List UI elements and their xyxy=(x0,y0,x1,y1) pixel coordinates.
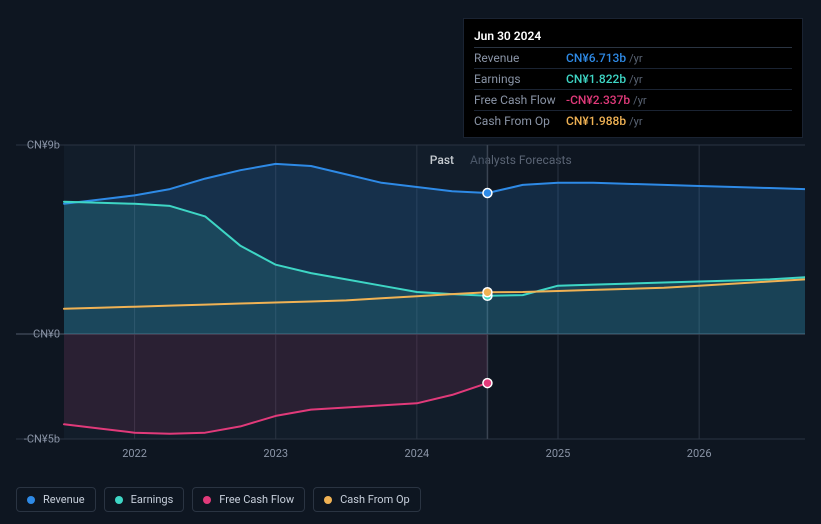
y-axis-tick-label: -CN¥5b xyxy=(24,433,60,446)
tooltip-row: Free Cash Flow-CN¥2.337b/yr xyxy=(474,90,792,111)
tooltip-metric-unit: /yr xyxy=(629,73,642,86)
x-axis-tick-label: 2024 xyxy=(404,447,429,460)
legend-label: Free Cash Flow xyxy=(219,493,294,506)
tooltip-metric-value: CN¥1.988b xyxy=(566,114,626,128)
tooltip-row: Cash From OpCN¥1.988b/yr xyxy=(474,111,792,131)
legend-dot-icon xyxy=(27,496,35,504)
tooltip-date: Jun 30 2024 xyxy=(474,25,792,48)
tooltip-metric-label: Free Cash Flow xyxy=(474,93,566,107)
financials-chart: Past Analysts Forecasts CN¥9bCN¥0-CN¥5b … xyxy=(16,125,805,469)
legend-item-free-cash-flow[interactable]: Free Cash Flow xyxy=(192,487,305,512)
tooltip-metric-unit: /yr xyxy=(629,115,642,128)
tooltip-metric-label: Earnings xyxy=(474,72,566,86)
chart-tooltip: Jun 30 2024 RevenueCN¥6.713b/yrEarningsC… xyxy=(463,18,803,138)
tooltip-metric-value: CN¥1.822b xyxy=(566,72,626,86)
tooltip-metric-label: Revenue xyxy=(474,51,566,65)
tooltip-metric-unit: /yr xyxy=(629,52,642,65)
y-axis-tick-label: CN¥9b xyxy=(27,139,60,152)
x-axis-tick-label: 2023 xyxy=(263,447,288,460)
tooltip-metric-label: Cash From Op xyxy=(474,114,566,128)
tooltip-metric-unit: /yr xyxy=(633,94,646,107)
tooltip-row: EarningsCN¥1.822b/yr xyxy=(474,69,792,90)
tooltip-row: RevenueCN¥6.713b/yr xyxy=(474,48,792,69)
y-axis-tick-label: CN¥0 xyxy=(33,328,60,341)
legend-label: Cash From Op xyxy=(340,493,410,506)
legend-label: Revenue xyxy=(43,493,85,506)
tooltip-metric-value: -CN¥2.337b xyxy=(566,93,630,107)
chart-legend: Revenue Earnings Free Cash Flow Cash From O… xyxy=(16,487,421,512)
x-axis-tick-label: 2026 xyxy=(687,447,712,460)
x-axis-tick-label: 2022 xyxy=(122,447,147,460)
x-axis-tick-label: 2025 xyxy=(546,447,571,460)
legend-dot-icon xyxy=(203,496,211,504)
legend-label: Earnings xyxy=(131,493,174,506)
chart-plot xyxy=(16,125,805,469)
legend-item-cash-from-op[interactable]: Cash From Op xyxy=(313,487,421,512)
legend-dot-icon xyxy=(324,496,332,504)
legend-dot-icon xyxy=(115,496,123,504)
legend-item-earnings[interactable]: Earnings xyxy=(104,487,185,512)
tooltip-metric-value: CN¥6.713b xyxy=(566,51,626,65)
legend-item-revenue[interactable]: Revenue xyxy=(16,487,96,512)
